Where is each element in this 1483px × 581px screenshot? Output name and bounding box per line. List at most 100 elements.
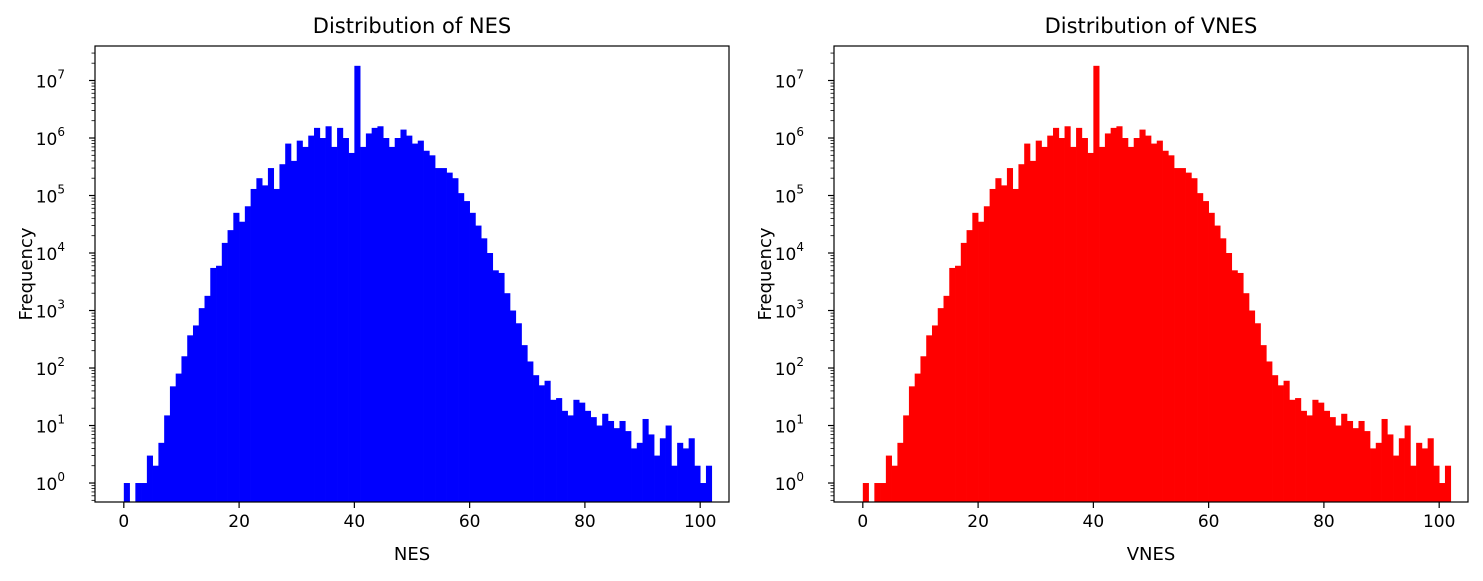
y-tick-label: 101 <box>36 413 65 438</box>
x-tick-label: 40 <box>344 512 366 532</box>
histogram-bar <box>903 415 910 502</box>
nes-bars <box>123 65 713 503</box>
histogram-bar <box>1329 417 1336 502</box>
y-tick-label: 101 <box>775 413 804 438</box>
histogram-bar <box>388 146 396 502</box>
histogram-bar <box>544 380 551 502</box>
histogram-bar <box>1076 127 1083 502</box>
histogram-bar <box>279 164 286 502</box>
plot-frame <box>833 45 1469 503</box>
histogram-bar <box>331 146 338 502</box>
histogram-bar <box>1352 428 1359 502</box>
histogram-bar <box>169 386 177 502</box>
x-axis-label: NES <box>394 544 430 565</box>
vnes-bars <box>862 65 1452 503</box>
histogram-bar <box>187 335 194 502</box>
histogram-bar <box>705 465 713 502</box>
histogram-bar <box>659 438 666 502</box>
histogram-bar <box>239 221 246 503</box>
histogram-bar <box>1427 438 1434 502</box>
histogram-bar <box>1398 438 1405 502</box>
histogram-bar <box>354 65 361 502</box>
histogram-bar <box>498 272 505 502</box>
histogram-bar <box>556 398 563 502</box>
histogram-bar <box>983 206 990 502</box>
histogram-bar <box>619 420 626 502</box>
histogram-bar <box>256 178 263 502</box>
histogram-bar <box>1127 146 1135 502</box>
y-tick-label: 105 <box>36 183 65 208</box>
histogram-bar <box>966 230 973 502</box>
histogram-bar <box>233 212 240 502</box>
y-tick-label: 102 <box>775 355 804 380</box>
histogram-bar <box>1346 420 1354 502</box>
x-axis-label: VNES <box>1127 544 1176 565</box>
histogram-bar <box>158 442 165 502</box>
x-tick-label: 100 <box>684 512 716 532</box>
histogram-bar <box>412 143 419 502</box>
histogram-bar <box>978 221 985 503</box>
histogram-bar <box>1306 415 1313 502</box>
chart-title: Distribution of VNES <box>1045 14 1258 38</box>
histogram-bar <box>1248 310 1256 502</box>
histogram-bar <box>1047 135 1054 502</box>
histogram-bar <box>1416 442 1423 502</box>
histogram-bar <box>989 188 996 502</box>
histogram-bar <box>244 206 251 502</box>
histogram-bar <box>1266 361 1273 502</box>
histogram-bar <box>880 483 887 502</box>
histogram-bar <box>1024 143 1031 502</box>
histogram-bar <box>1012 188 1019 502</box>
chart-title: Distribution of NES <box>313 14 511 38</box>
plot-frame <box>94 45 730 503</box>
histogram-bar <box>337 127 344 502</box>
histogram-bar <box>1433 465 1440 502</box>
y-tick-label: 104 <box>775 240 804 265</box>
histogram-bar <box>908 386 916 502</box>
histogram-bar <box>1300 410 1307 502</box>
histogram-bar <box>1214 225 1221 502</box>
histogram-bar <box>417 140 424 502</box>
histogram-bar <box>406 135 413 502</box>
y-tick-label: 100 <box>36 470 65 495</box>
histogram-bar <box>262 185 269 502</box>
histogram-bar <box>1283 380 1290 502</box>
histogram-bar <box>204 295 211 502</box>
histogram-bar <box>1122 138 1129 502</box>
x-tick-label: 60 <box>1198 512 1220 532</box>
histogram-bar <box>682 448 689 502</box>
histogram-bar <box>285 143 292 502</box>
histogram-bar <box>1116 126 1123 503</box>
histogram-bar <box>1093 65 1100 502</box>
histogram-bar <box>475 225 482 502</box>
histogram-bar <box>1387 434 1394 502</box>
histogram-bar <box>538 385 545 502</box>
histogram-bar <box>926 335 933 502</box>
histogram-bar <box>1168 155 1175 502</box>
y-tick-label: 106 <box>775 125 804 150</box>
histogram-bar <box>937 308 944 502</box>
histogram-bar <box>227 230 234 502</box>
histogram-bar <box>141 483 148 502</box>
histogram-bar <box>1289 399 1296 502</box>
histogram-bar <box>1001 185 1008 502</box>
histogram-bar <box>319 138 326 502</box>
histogram-bar <box>123 483 130 502</box>
histogram-bar <box>1151 143 1158 502</box>
x-tick-label: 20 <box>967 512 989 532</box>
y-tick-label: 105 <box>775 183 804 208</box>
histogram-bar <box>914 373 921 502</box>
histogram-bar <box>164 415 171 502</box>
histogram-bar <box>371 127 378 502</box>
y-axis-label: Frequency <box>16 227 37 320</box>
histogram-bar <box>348 152 355 502</box>
histogram-bar <box>1404 425 1411 502</box>
histogram-bar <box>446 172 453 502</box>
histogram-bar <box>1035 140 1042 502</box>
histogram-bar <box>579 402 586 502</box>
histogram-bar <box>486 253 494 502</box>
histogram-bar <box>862 483 869 502</box>
histogram-bar <box>515 323 522 502</box>
x-tick-label: 20 <box>228 512 250 532</box>
histogram-bar <box>1202 201 1209 502</box>
